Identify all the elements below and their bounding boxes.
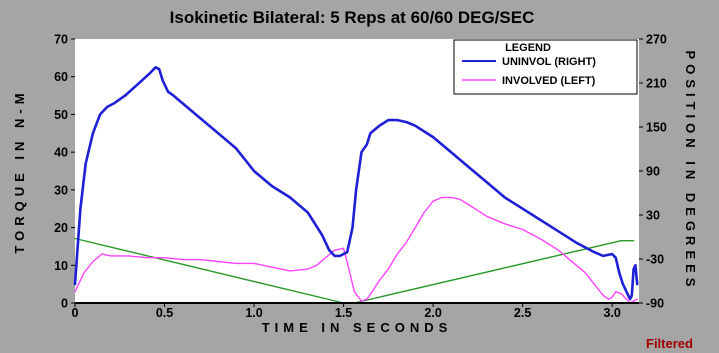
y2-tick-label: -90	[646, 297, 664, 311]
x-tick-label: 2.0	[424, 306, 441, 320]
y-tick-label: 10	[54, 259, 68, 273]
y-ticks: 0 10 20 30 40 50 60 70	[54, 33, 75, 311]
x-ticks: 0 0.5 1.0 1.5 2.0 2.5 3.0	[72, 303, 621, 320]
y-tick-label: 20	[54, 221, 68, 235]
x-tick-label: 1.0	[245, 306, 262, 320]
legend-title: LEGEND	[505, 42, 551, 54]
x-tick-label: 0.5	[156, 306, 173, 320]
legend-box	[453, 39, 638, 95]
y2-tick-label: 90	[646, 165, 660, 179]
x-tick-label: 2.5	[514, 306, 531, 320]
y-tick-label: 30	[54, 183, 68, 197]
x-tick-label: 1.5	[335, 306, 352, 320]
y-tick-label: 50	[54, 108, 68, 122]
y2-tick-label: 30	[646, 209, 660, 223]
chart-title: Isokinetic Bilateral: 5 Reps at 60/60 DE…	[170, 8, 535, 27]
y-tick-label: 0	[61, 297, 68, 311]
series-line-right	[73, 66, 639, 301]
y2-tick-label: 210	[646, 77, 667, 91]
legend: LEGEND UNINVOL (RIGHT) INVOLVED (LEFT)	[453, 39, 638, 95]
x-tick-label: 3.0	[603, 306, 620, 320]
y2-tick-label: 270	[646, 33, 667, 47]
y-axis-label: TORQUE IN N-M	[12, 88, 27, 253]
legend-entry-right: UNINVOL (RIGHT)	[502, 56, 596, 68]
y-tick-label: 60	[54, 70, 68, 84]
x-axis-label: TIME IN SECONDS	[262, 320, 453, 335]
y-tick-label: 40	[54, 146, 68, 160]
y2-tick-label: 150	[646, 121, 667, 135]
series-line-left	[74, 196, 638, 304]
filtered-note: Filtered	[646, 336, 693, 351]
y-tick-label: 70	[54, 33, 68, 47]
legend-entry-left: INVOLVED (LEFT)	[502, 75, 596, 87]
y2-tick-label: -30	[646, 253, 664, 267]
x-tick-label: 0	[72, 306, 79, 320]
y2-axis-label: POSITION IN DEGREES	[683, 51, 698, 292]
y2-ticks: -90 -30 30 90 150 210 270	[639, 33, 667, 311]
